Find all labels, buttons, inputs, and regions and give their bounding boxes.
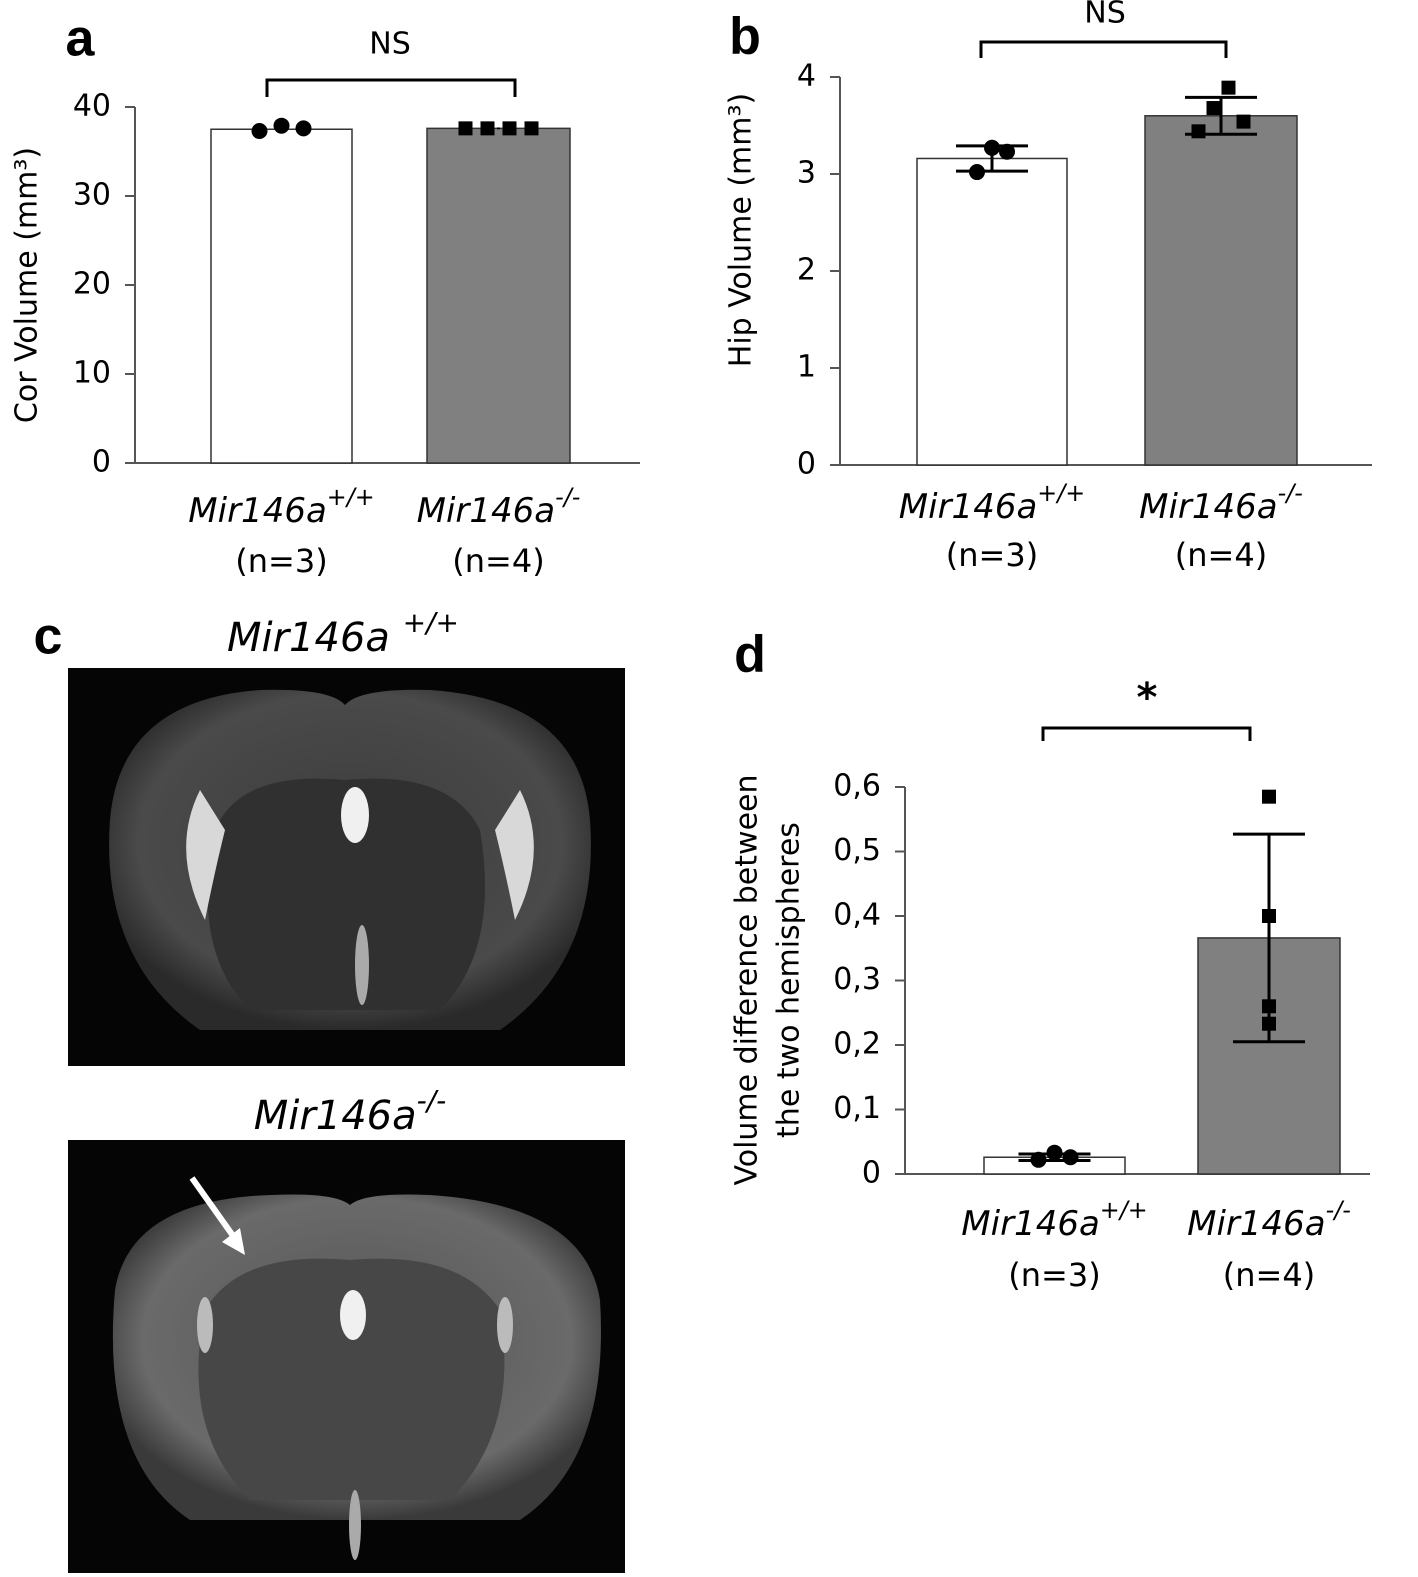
data-point [502, 121, 517, 136]
data-point [984, 139, 1000, 156]
x-tick-label: Mir146a+/+ [961, 1196, 1147, 1244]
x-tick-label: Mir146a-/- [417, 483, 581, 531]
y-tick-label: 0,1 [833, 1091, 881, 1126]
y-tick-label: 1 [797, 350, 816, 385]
y-tick-label: 0 [92, 445, 111, 480]
y-axis-label: Volume difference between [730, 775, 765, 1186]
y-tick-label: 0,2 [833, 1027, 881, 1062]
y-tick-label: 4 [797, 59, 816, 94]
y-tick-label: 30 [73, 178, 111, 213]
data-point [1262, 999, 1276, 1014]
data-point [480, 121, 495, 136]
significance-label: NS [369, 27, 410, 62]
mri-image [68, 668, 625, 1066]
panel-label: c [34, 608, 63, 666]
y-tick-label: 20 [73, 267, 111, 302]
significance-bracket [1041, 726, 1252, 741]
data-point [1206, 101, 1221, 116]
x-tick-label: Mir146a+/+ [899, 479, 1085, 527]
y-axis-label: Hip Volume (mm³) [724, 93, 759, 367]
bar [210, 128, 353, 464]
panel-label: b [729, 8, 761, 66]
data-point [1262, 909, 1276, 923]
sample-size: (n=4) [1175, 536, 1267, 574]
data-point [251, 123, 268, 140]
bar [1144, 115, 1298, 466]
y-tick-label: 0,5 [833, 833, 881, 868]
y-tick-label: 10 [73, 356, 111, 391]
y-tick-label: 0,6 [833, 769, 881, 804]
sample-size: (n=3) [1008, 1256, 1100, 1294]
y-tick-label: 0 [862, 1156, 881, 1191]
image-title: Mir146a +/+ [227, 606, 459, 662]
image-title: Mir146a-/- [254, 1084, 447, 1140]
sample-size: (n=3) [235, 542, 327, 580]
significance-bracket [265, 78, 517, 97]
data-point [1046, 1144, 1063, 1161]
y-tick-label: 0,3 [833, 962, 881, 997]
y-axis-label: Cor Volume (mm³) [10, 147, 45, 423]
bar [916, 157, 1068, 466]
y-tick-label: 0,4 [833, 898, 881, 933]
data-point [1262, 789, 1276, 804]
data-point [969, 164, 985, 181]
x-tick-label: Mir146a-/- [1139, 479, 1303, 527]
data-point [1262, 1016, 1276, 1031]
data-point [1062, 1149, 1079, 1166]
significance-label: NS [1084, 0, 1125, 31]
data-point [1236, 114, 1251, 129]
sample-size: (n=3) [946, 536, 1038, 574]
significance-bracket [979, 40, 1228, 58]
panel-label: a [66, 10, 96, 68]
mri-image [68, 1140, 625, 1573]
x-tick-label: Mir146a+/+ [188, 483, 374, 531]
bar [426, 127, 571, 464]
data-point [273, 117, 290, 134]
panel-label: d [734, 626, 766, 684]
data-point [524, 121, 539, 136]
significance-label: * [1137, 675, 1158, 721]
x-tick-label: Mir146a-/- [1187, 1196, 1351, 1244]
sample-size: (n=4) [452, 542, 544, 580]
y-tick-label: 40 [73, 89, 111, 124]
y-tick-label: 0 [797, 447, 816, 482]
data-point [458, 121, 473, 136]
y-tick-label: 3 [797, 156, 816, 191]
data-point [1030, 1151, 1047, 1168]
data-point [295, 120, 312, 137]
data-point [1191, 124, 1206, 139]
y-axis-label: the two hemispheres [772, 822, 807, 1138]
data-point [1221, 80, 1236, 95]
data-point [999, 143, 1015, 160]
sample-size: (n=4) [1223, 1256, 1315, 1294]
y-tick-label: 2 [797, 253, 816, 288]
